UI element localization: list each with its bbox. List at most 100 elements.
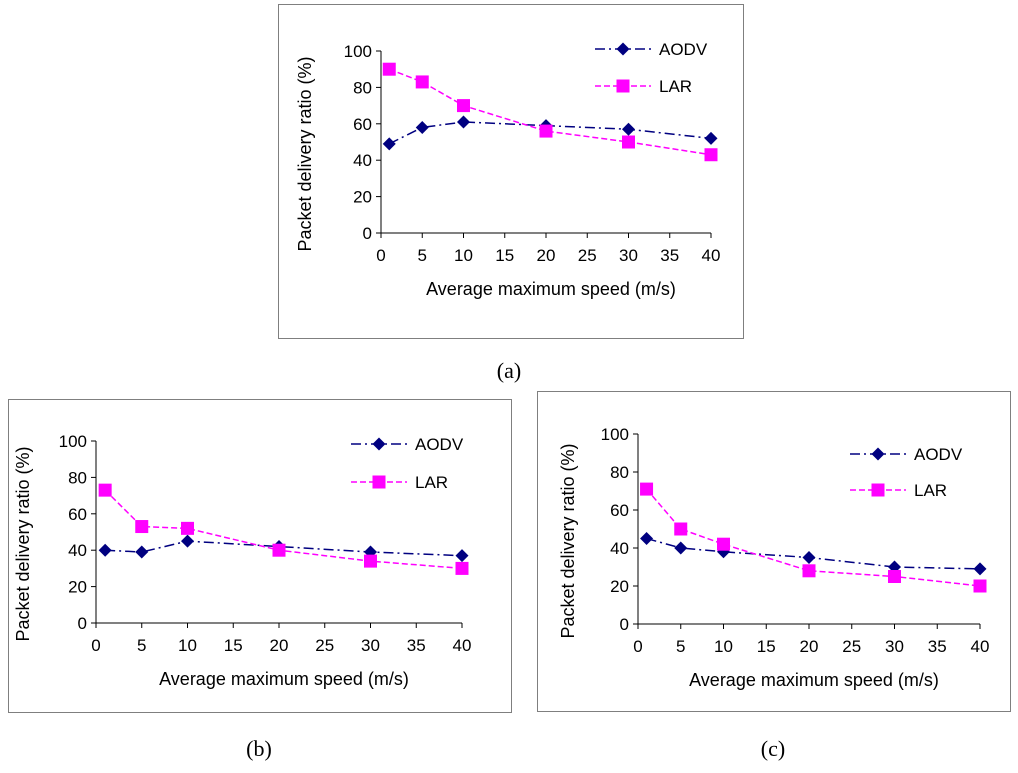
aodv-data-point: [415, 120, 429, 134]
x-tick-label: 30: [885, 637, 904, 656]
aodv-data-point: [717, 545, 730, 559]
chart-c-svg: 0 20 40 60 80 100 0 5 10 15 20 25 30 35 40 Average maxi…: [558, 425, 990, 690]
aodv-legend-marker: [871, 447, 885, 461]
y-tick-label: 80: [610, 463, 629, 482]
lar-data-point: [181, 521, 194, 535]
lar-data-point: [98, 483, 112, 497]
aodv-legend-label: AODV: [659, 40, 708, 59]
y-axis-title: Packet delivery ratio (%): [295, 56, 315, 251]
y-tick-label: 40: [68, 541, 87, 560]
aodv-data-point: [640, 532, 654, 545]
y-tick-label: 80: [353, 78, 372, 97]
lar-legend-marker: [372, 475, 386, 489]
x-tick-label: 40: [971, 637, 990, 656]
y-tick-label: 20: [610, 577, 629, 596]
y-tick-label: 40: [610, 539, 629, 558]
lar-data-point: [135, 520, 149, 534]
y-tick-label: 100: [344, 42, 372, 61]
lar-legend-label: LAR: [659, 77, 692, 96]
y-tick-label: 40: [353, 151, 372, 170]
aodv-data-point: [98, 543, 112, 557]
chart-panel-a: 0 20 40 60 80 100 0 5 10 15 20 25 30 35 40 Average maxi…: [278, 4, 744, 339]
x-tick-label: 10: [454, 246, 473, 265]
y-axis-title: Packet delivery ratio (%): [13, 446, 33, 641]
aodv-data-point: [674, 541, 688, 555]
aodv-data-point: [455, 549, 469, 563]
lar-data-point: [640, 482, 654, 496]
y-tick-label: 60: [353, 115, 372, 134]
lar-data-point: [704, 148, 718, 162]
y-tick-label: 0: [620, 615, 629, 634]
x-tick-label: 15: [224, 636, 243, 655]
y-tick-label: 20: [68, 578, 87, 597]
aodv-legend-label: AODV: [914, 445, 963, 464]
x-axis-title: Average maximum speed (m/s): [159, 669, 409, 689]
chart-panel-c: 0 20 40 60 80 100 0 5 10 15 20 25 30 35 40 Average maxi…: [537, 391, 1011, 712]
y-tick-label: 0: [78, 614, 87, 633]
lar-data-point: [888, 570, 901, 583]
chart-panel-b: 0 20 40 60 80 100 0 5 10 15 20 25 30 35 40 Average maxi…: [8, 399, 512, 713]
lar-legend-marker: [616, 79, 630, 93]
x-tick-label: 5: [137, 636, 146, 655]
x-tick-label: 5: [418, 246, 427, 265]
aodv-data-point: [135, 545, 149, 559]
x-tick-label: 25: [842, 637, 861, 656]
lar-data-point: [717, 537, 730, 551]
x-tick-label: 0: [633, 637, 642, 656]
lar-legend-label: LAR: [415, 473, 448, 492]
lar-data-point: [622, 135, 635, 149]
x-tick-label: 20: [537, 246, 556, 265]
x-axis-title: Average maximum speed (m/s): [426, 279, 676, 299]
lar-legend-marker: [871, 483, 885, 497]
x-tick-label: 30: [361, 636, 380, 655]
x-tick-label: 5: [676, 637, 685, 656]
y-tick-label: 80: [68, 468, 87, 487]
x-tick-label: 25: [578, 246, 597, 265]
lar-series-line: [104, 489, 463, 570]
x-tick-label: 15: [757, 637, 776, 656]
lar-data-point: [272, 543, 286, 557]
lar-data-point: [973, 579, 987, 593]
aodv-data-point: [704, 131, 718, 145]
lar-legend-label: LAR: [914, 481, 947, 500]
aodv-series-line: [105, 540, 463, 557]
aodv-data-point: [457, 115, 470, 129]
caption-a: (a): [496, 358, 522, 383]
x-tick-label: 25: [315, 636, 334, 655]
lar-data-point: [802, 564, 816, 578]
lar-data-point: [674, 522, 688, 536]
x-tick-label: 30: [619, 246, 638, 265]
x-tick-label: 40: [702, 246, 721, 265]
caption-b: (b): [246, 736, 272, 761]
y-tick-label: 60: [610, 501, 629, 520]
aodv-legend-label: AODV: [415, 435, 464, 454]
chart-a-svg: 0 20 40 60 80 100 0 5 10 15 20 25 30 35 40 Average maxi…: [295, 40, 721, 299]
chart-b-svg: 0 20 40 60 80 100 0 5 10 15 20 25 30 35 40 Average maxi…: [13, 432, 472, 689]
aodv-legend-marker: [616, 42, 630, 56]
lar-data-point: [364, 554, 377, 568]
x-tick-label: 0: [91, 636, 100, 655]
y-axis-title: Packet delivery ratio (%): [558, 443, 578, 638]
lar-data-point: [539, 124, 553, 138]
x-axis-title: Average maximum speed (m/s): [689, 670, 939, 690]
lar-data-point: [457, 99, 470, 113]
caption-c: (c): [760, 736, 786, 761]
x-tick-label: 0: [376, 246, 385, 265]
aodv-data-point: [973, 562, 987, 576]
aodv-data-point: [802, 551, 816, 564]
y-tick-label: 0: [363, 224, 372, 243]
lar-data-point: [382, 62, 396, 76]
x-tick-label: 20: [270, 636, 289, 655]
aodv-data-point: [622, 122, 635, 136]
aodv-series-line: [646, 537, 981, 570]
aodv-legend-marker: [372, 437, 386, 451]
y-tick-label: 100: [59, 432, 87, 451]
lar-data-point: [415, 75, 429, 89]
y-tick-label: 60: [68, 505, 87, 524]
x-tick-label: 35: [660, 246, 679, 265]
x-tick-label: 40: [453, 636, 472, 655]
x-tick-label: 35: [928, 637, 947, 656]
aodv-data-point: [181, 534, 194, 548]
x-tick-label: 20: [800, 637, 819, 656]
aodv-data-point: [364, 545, 377, 559]
